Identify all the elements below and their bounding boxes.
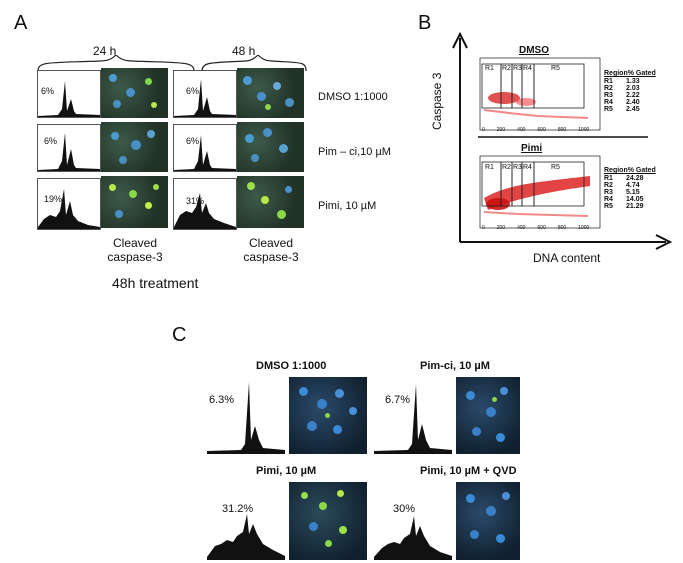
pct-48h-pimci: 6% xyxy=(186,136,200,146)
region-label: R5 xyxy=(551,65,560,72)
pct-24h-dmso: 6% xyxy=(41,86,55,96)
tick-label: 1000 xyxy=(578,225,590,231)
flow-pimi-region-labels: R1 R2 R3 R4 R5 xyxy=(485,164,560,171)
treatment-caption: 48h treatment xyxy=(112,275,199,291)
region-label: R1 xyxy=(485,65,494,72)
histogram-24h-pimci xyxy=(37,124,101,172)
pct-24h-pimci: 6% xyxy=(44,136,58,146)
panel-c-title-pimci: Pim-ci, 10 µM xyxy=(420,360,490,372)
microscopy-24h-pimci xyxy=(101,122,168,172)
panel-c-title-pimi-qvd: Pimi, 10 µM + QVD xyxy=(420,465,517,477)
microscopy-24h-pimi xyxy=(101,176,168,228)
panel-c-histogram-pimi-qvd xyxy=(374,484,452,560)
region-label: R5 xyxy=(551,164,560,171)
panel-c-pct-dmso: 6.3% xyxy=(209,394,235,406)
time-label-24h: 24 h xyxy=(93,44,117,58)
flow-axes xyxy=(452,31,673,250)
gating-row: R2 4.74 xyxy=(604,182,640,189)
panel-c-title-dmso: DMSO 1:1000 xyxy=(256,360,327,372)
cleaved-line1-48h: Cleaved xyxy=(248,236,294,250)
time-label-48h: 48 h xyxy=(232,44,256,58)
panel-c-pct-pimci: 6.7% xyxy=(385,394,411,406)
row-label-pimi: Pimi, 10 µM xyxy=(318,200,377,212)
row-label-pimci: Pim – ci,10 µM xyxy=(318,146,391,158)
panel-c-microscopy-pimi xyxy=(289,482,367,560)
panel-c-pct-pimi-qvd: 30% xyxy=(393,503,416,515)
tick-label: 400 xyxy=(517,127,526,133)
cleaved-caspase-label-48h: Cleaved caspase-3 xyxy=(236,236,306,264)
y-axis-label: Caspase 3 xyxy=(430,72,444,130)
flow-dmso-title: DMSO xyxy=(519,45,549,56)
tick-label: 600 xyxy=(537,127,546,133)
gating-row: R5 2.45 xyxy=(604,106,640,113)
microscopy-48h-pimci xyxy=(237,122,304,172)
gating-row: R3 2.22 xyxy=(604,92,640,99)
gating-row: R4 2.40 xyxy=(604,99,640,106)
histogram-48h-dmso xyxy=(173,70,237,118)
histogram-48h-pimi xyxy=(173,178,237,230)
pct-48h-pimi: 31% xyxy=(186,196,205,206)
tick-label: 0 xyxy=(482,127,485,133)
panel-c-microscopy-pimci xyxy=(456,377,520,454)
region-label: R4 xyxy=(523,164,532,171)
flow-pimi-title: Pimi xyxy=(521,143,543,154)
region-label: R3 xyxy=(513,164,522,171)
pct-48h-dmso: 6% xyxy=(186,86,200,96)
tick-label: 400 xyxy=(517,225,526,231)
gating-table-dmso: Region% Gated R1 1.33 R2 2.03 R3 2.22 R4 2.4… xyxy=(604,70,656,113)
histogram-24h-dmso xyxy=(37,70,101,118)
panel-c-pct-pimi: 31.2% xyxy=(222,503,254,515)
panel-b-letter: B xyxy=(418,12,432,34)
panel-c-histogram-pimci xyxy=(374,378,452,454)
gating-row: R4 14.05 xyxy=(604,196,644,203)
cleaved-line1-24h: Cleaved xyxy=(112,236,158,250)
flow-plot-dmso xyxy=(479,57,601,131)
gating-row: R1 24.28 xyxy=(604,175,644,182)
flow-dmso-region-labels: R1 R2 R3 R4 R5 xyxy=(485,65,560,72)
panel-c-microscopy-dmso xyxy=(289,377,367,454)
histogram-48h-pimci xyxy=(173,124,237,172)
time-braces xyxy=(37,55,307,72)
x-axis-label: DNA content xyxy=(533,251,601,265)
panel-c-microscopy-pimi-qvd xyxy=(456,482,520,560)
region-label: R4 xyxy=(523,65,532,72)
cleaved-caspase-label-24h: Cleaved caspase-3 xyxy=(100,236,170,264)
region-label: R1 xyxy=(485,164,494,171)
tick-label: 200 xyxy=(496,127,506,133)
flow-plot-pimi xyxy=(479,155,601,229)
row-label-dmso: DMSO 1:1000 xyxy=(318,91,388,103)
gating-table-header: Region% Gated xyxy=(604,167,656,174)
panel-c-histogram-pimi xyxy=(207,484,285,560)
flow-dmso-ticks: 0 200 400 600 800 1000 xyxy=(482,127,589,133)
tick-label: 0 xyxy=(482,225,485,231)
microscopy-24h-dmso xyxy=(101,68,168,118)
tick-label: 1000 xyxy=(578,127,590,133)
gating-row: R1 1.33 xyxy=(604,78,640,85)
tick-label: 200 xyxy=(496,225,506,231)
microscopy-48h-pimi xyxy=(237,176,304,228)
panel-c-letter: C xyxy=(172,324,187,346)
tick-label: 600 xyxy=(537,225,546,231)
tick-label: 800 xyxy=(557,225,567,231)
microscopy-48h-dmso xyxy=(237,68,304,118)
gating-row: R2 2.03 xyxy=(604,85,640,92)
pct-24h-pimi: 19% xyxy=(44,194,63,204)
region-label: R2 xyxy=(502,164,511,171)
gating-table-header: Region% Gated xyxy=(604,70,656,77)
panel-a-letter: A xyxy=(14,12,28,34)
panel-c-histogram-dmso xyxy=(207,378,285,454)
panel-c-title-pimi: Pimi, 10 µM xyxy=(256,465,317,477)
histogram-24h-pimi xyxy=(37,178,101,230)
tick-label: 800 xyxy=(557,127,567,133)
gating-table-pimi: Region% Gated R1 24.28 R2 4.74 R3 5.15 R4 14… xyxy=(604,167,656,210)
cleaved-line2-48h: caspase-3 xyxy=(243,250,299,264)
cleaved-line2-24h: caspase-3 xyxy=(107,250,163,264)
region-label: R2 xyxy=(502,65,511,72)
flow-pimi-ticks: 0 200 400 600 800 1000 xyxy=(482,225,589,231)
region-label: R3 xyxy=(513,65,522,72)
gating-row: R3 5.15 xyxy=(604,189,640,196)
gating-row: R5 21.29 xyxy=(604,203,644,210)
